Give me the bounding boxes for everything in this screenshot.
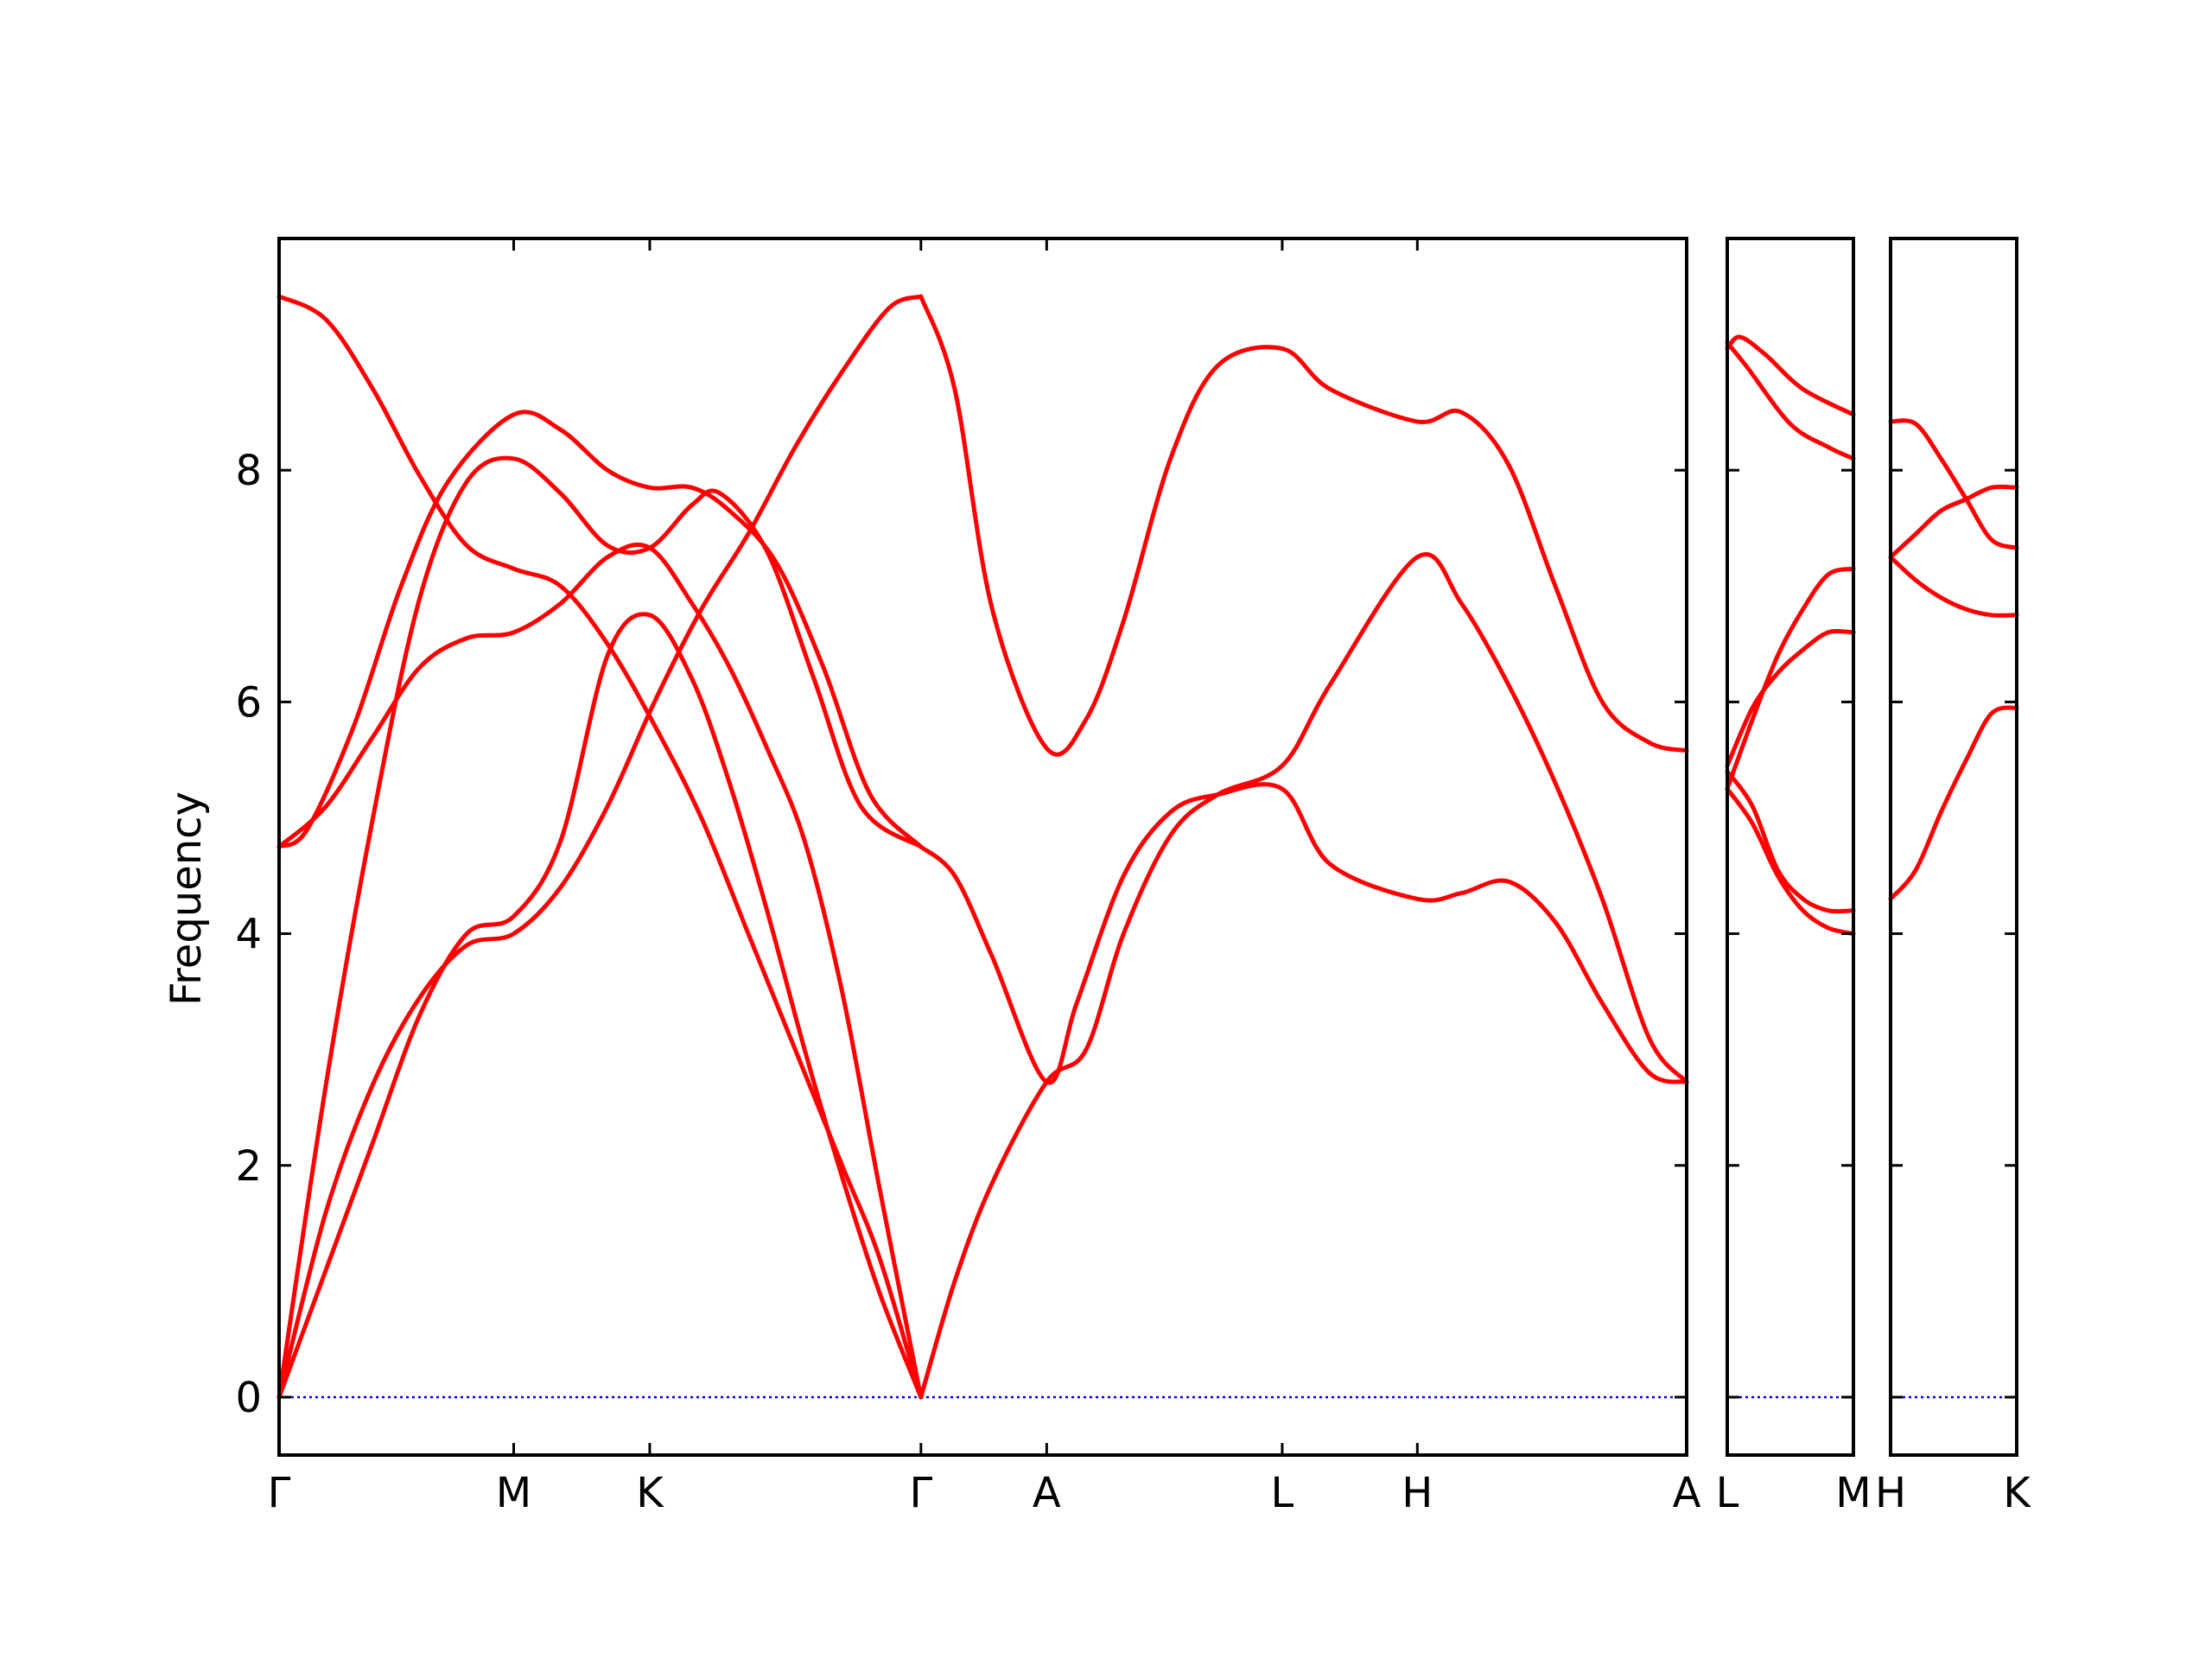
panel-1: 0 2 4 6 8 Γ M K Γ A L H A [235, 237, 1701, 1517]
y-tick-label: 6 [235, 678, 262, 727]
band-line-6 [276, 612, 924, 1400]
x-tick-label: Γ [268, 1469, 291, 1517]
band-line-2 [276, 410, 924, 849]
y-tick-label: 8 [235, 447, 262, 495]
x-tick-label: L [1271, 1469, 1294, 1517]
x-tick-label: H [1875, 1469, 1906, 1517]
panel-frame [1726, 237, 1855, 1457]
panel-frame [1889, 237, 2018, 1457]
band-line-7 [918, 294, 1689, 757]
band-line-1 [1888, 418, 2019, 550]
band-line-1 [1725, 334, 1856, 417]
band-line-3 [276, 542, 924, 1400]
band-line-4 [1725, 628, 1856, 768]
band-line-9 [918, 552, 1689, 1400]
band-line-3 [1725, 566, 1856, 791]
x-tick-label: K [636, 1469, 664, 1517]
panel-frame [277, 237, 1688, 1457]
y-tick-label: 0 [235, 1374, 262, 1422]
x-tick-label: A [1033, 1469, 1061, 1517]
band-line-5 [276, 294, 924, 1400]
band-line-6 [1725, 786, 1856, 937]
x-tick-label: K [2003, 1469, 2031, 1517]
band-line-2 [1888, 484, 2019, 560]
band-line-3 [1888, 555, 2019, 618]
x-tick-label: M [496, 1469, 531, 1517]
band-line-5 [1725, 769, 1856, 914]
band-line-1 [276, 294, 924, 1400]
band-line-2 [1725, 340, 1856, 461]
x-tick-label: L [1716, 1469, 1739, 1517]
x-tick-label: M [1835, 1469, 1871, 1517]
band-line-4 [1888, 705, 2019, 901]
y-tick-label: 2 [235, 1142, 262, 1191]
x-tick-label: A [1673, 1469, 1701, 1517]
y-axis-label: Frequency [162, 791, 211, 1006]
x-tick-label: H [1402, 1469, 1433, 1517]
y-tick-label: 4 [235, 911, 262, 959]
x-tick-label: Γ [909, 1469, 932, 1517]
band-line-8 [918, 782, 1689, 1085]
band-line-4 [276, 455, 924, 1400]
